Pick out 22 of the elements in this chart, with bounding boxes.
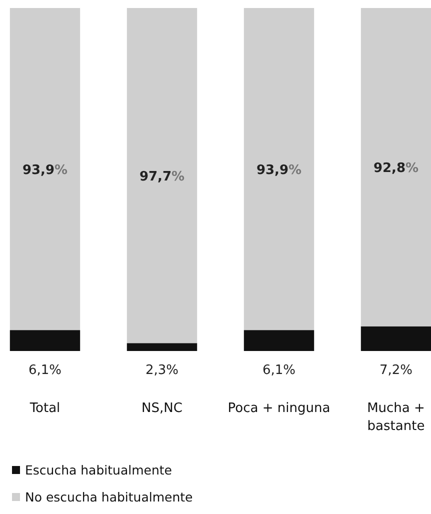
bar — [10, 8, 80, 330]
data-label: 93,9% — [256, 163, 302, 178]
data-label: 6,1% — [28, 363, 62, 378]
bar — [360, 326, 431, 351]
x-tick-label: Poca + ninguna — [228, 401, 330, 416]
data-label: 92,8% — [373, 161, 419, 176]
bar — [126, 343, 198, 351]
bar — [360, 8, 431, 326]
bar — [244, 8, 314, 330]
data-label: 2,3% — [145, 363, 179, 378]
x-tick-label: Mucha + bastante — [367, 401, 425, 434]
legend-label: No escucha habitualmente — [25, 490, 194, 504]
bar — [244, 330, 314, 351]
data-label: 7,2% — [379, 363, 413, 378]
legend-label: Escucha habitualmente — [25, 462, 172, 478]
x-tick-label: Total — [28, 401, 60, 416]
data-label: 93,9% — [22, 163, 68, 178]
data-label: 6,1% — [262, 363, 296, 378]
bar — [10, 330, 80, 351]
bar — [126, 8, 198, 344]
x-tick-label: NS,NC — [142, 401, 182, 416]
data-label: 97,7% — [139, 170, 185, 185]
